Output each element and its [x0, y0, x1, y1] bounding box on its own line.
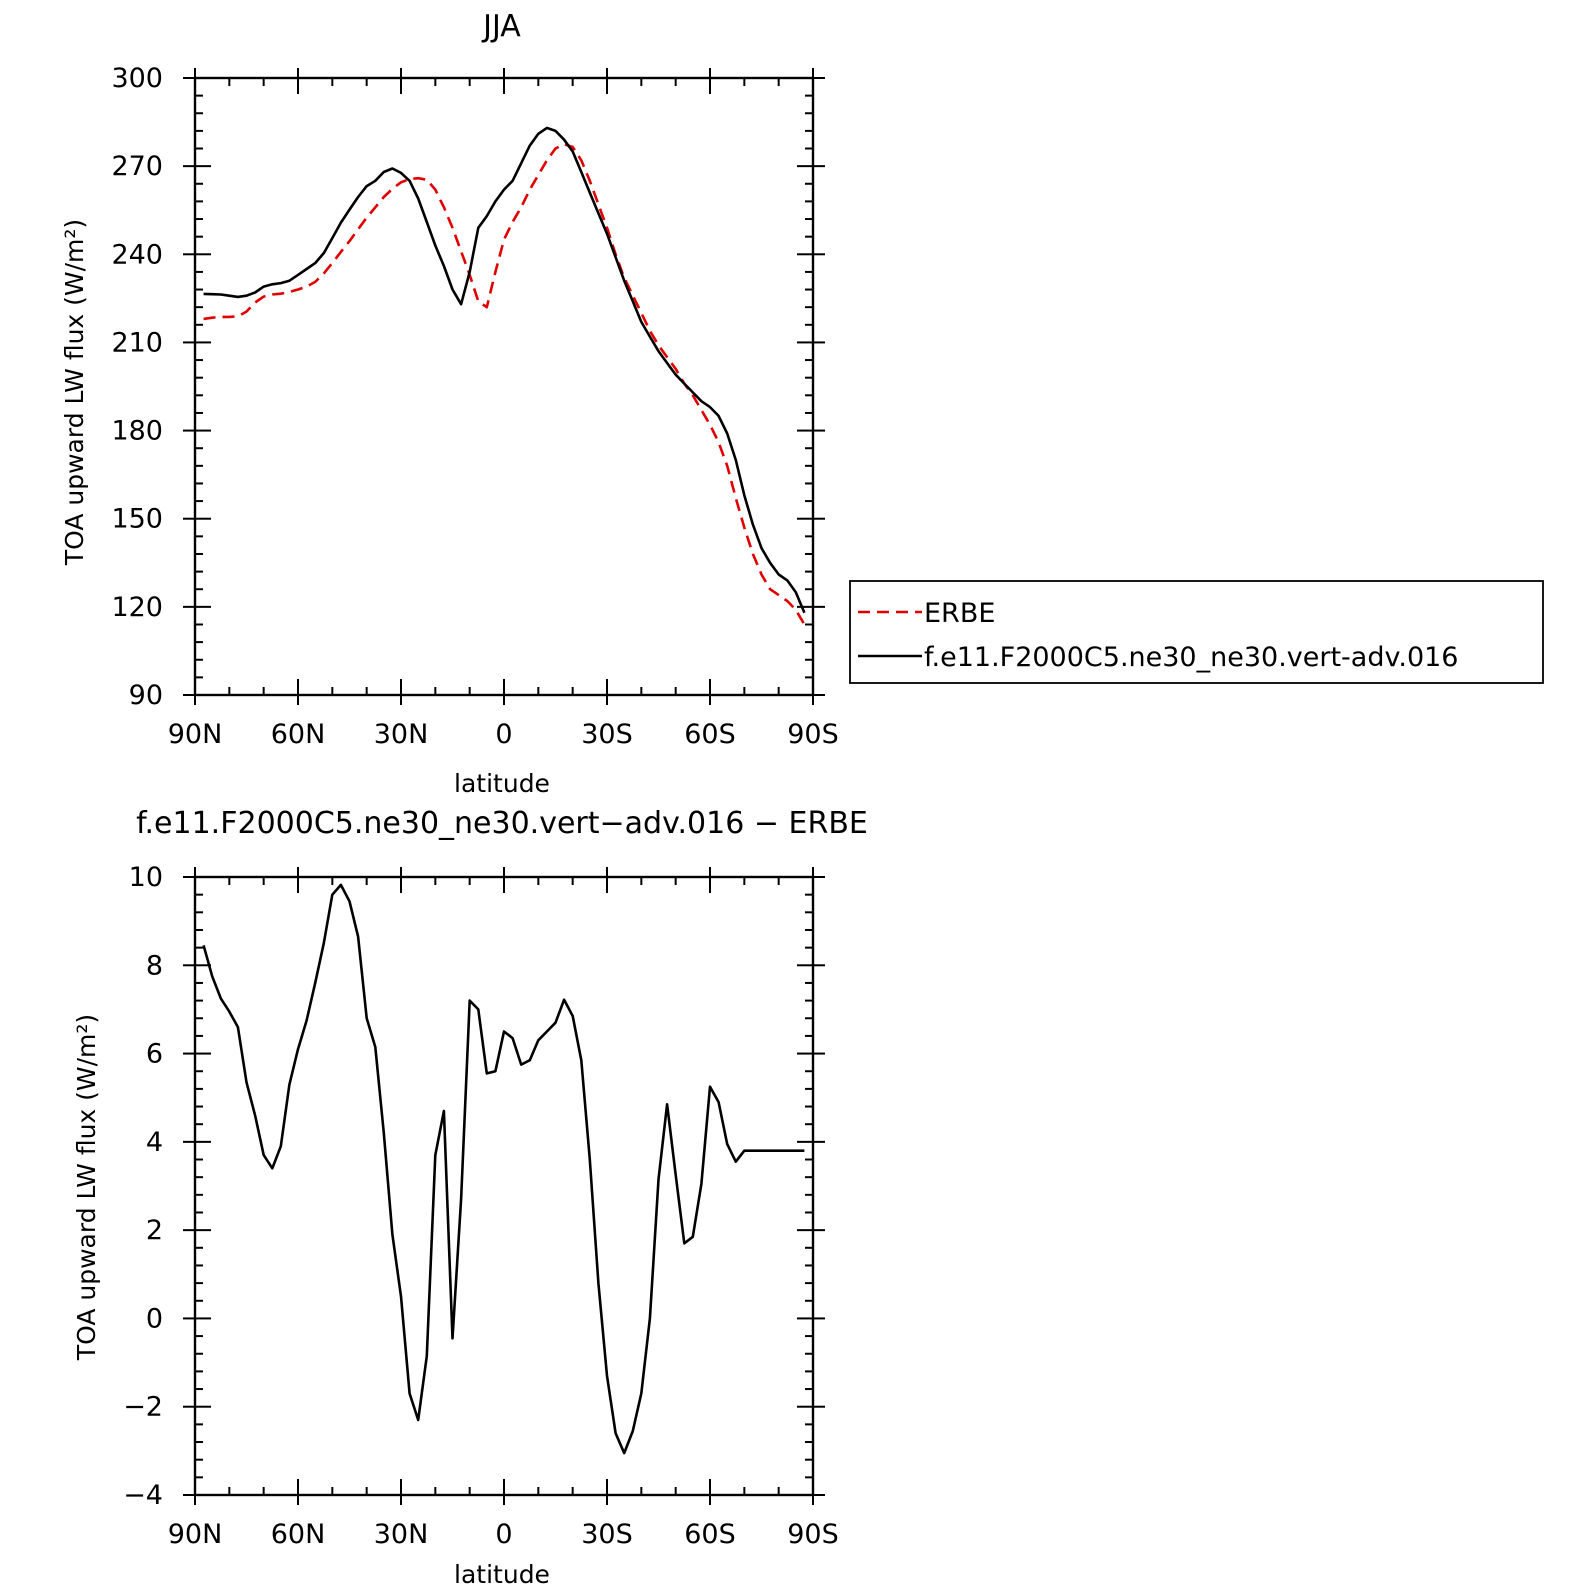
top-series-line-erbe [203, 142, 806, 626]
bottom-series-line-0 [202, 883, 805, 1455]
legend-entry-label: f.e11.F2000C5.ne30_ne30.vert-adv.016 [924, 642, 1458, 673]
bottom-y-tick-label: 6 [146, 1039, 163, 1070]
bottom-x-tick-label: 0 [495, 1519, 512, 1550]
bottom-y-tick-label: −4 [123, 1480, 163, 1511]
top-x-tick-label: 0 [495, 719, 512, 750]
top-x-tick-label: 60S [684, 719, 736, 750]
top-x-tick-label: 30S [581, 719, 633, 750]
top-y-tick-label: 120 [111, 592, 163, 623]
bottom-x-tick-label: 30S [581, 1519, 633, 1550]
bottom-y-tick-label: −2 [123, 1392, 163, 1423]
bottom-plot-area: 90N 60N 30N 0 30S 60S 90S −4 −2 0 2 4 6 8 10 [123, 862, 839, 1550]
top-y-tick-label: 180 [111, 416, 163, 447]
top-x-tick-label: 90N [168, 719, 223, 750]
top-panel: JJA TOA upward LW flux (W/m²) latitude 9… [60, 9, 1544, 798]
top-plot-area: 90N 60N 30N 0 30S 60S 90S 90 120 150 180 210 240 270 3… [111, 63, 838, 750]
bottom-x-tick-label: 60S [684, 1519, 736, 1550]
bottom-x-axis-label: latitude [454, 1560, 550, 1589]
top-plot-frame [193, 76, 815, 697]
top-x-tick-label: 60N [271, 719, 326, 750]
legend-box [849, 580, 1544, 684]
top-y-tick-label: 240 [111, 239, 163, 270]
bottom-panel: f.e11.F2000C5.ne30_ne30.vert−adv.016 − E… [72, 806, 868, 1589]
bottom-x-tick-label: 60N [271, 1519, 326, 1550]
top-panel-title: JJA [481, 9, 521, 44]
bottom-plot-frame [193, 875, 815, 1497]
top-y-tick-label: 210 [111, 327, 163, 358]
top-x-tick-label: 30N [374, 719, 429, 750]
bottom-x-tick-label: 90N [168, 1519, 223, 1550]
top-y-axis-label: TOA upward LW flux (W/m²) [60, 219, 89, 566]
top-x-tick-label: 90S [787, 719, 839, 750]
top-y-tick-label: 90 [129, 680, 163, 711]
top-y-tick-label: 150 [111, 504, 163, 535]
bottom-y-tick-label: 10 [129, 862, 163, 893]
bottom-y-tick-label: 8 [146, 950, 163, 981]
top-x-axis-label: latitude [454, 769, 550, 798]
bottom-x-tick-label: 30N [374, 1519, 429, 1550]
bottom-panel-title: f.e11.F2000C5.ne30_ne30.vert−adv.016 − E… [136, 806, 868, 841]
bottom-y-tick-label: 0 [146, 1303, 163, 1334]
bottom-x-tick-label: 90S [787, 1519, 839, 1550]
bottom-y-axis-label: TOA upward LW flux (W/m²) [72, 1014, 101, 1361]
legend: ERBE f.e11.F2000C5.ne30_ne30.vert-adv.016 [849, 580, 1544, 684]
bottom-y-tick-label: 4 [146, 1127, 163, 1158]
top-series-line-f-e11-f2000c5-ne30-ne30-vert-adv-016 [203, 126, 806, 614]
legend-entry-label: ERBE [924, 598, 995, 629]
bottom-y-tick-label: 2 [146, 1215, 163, 1246]
top-y-tick-label: 300 [111, 63, 163, 94]
top-y-tick-label: 270 [111, 151, 163, 182]
